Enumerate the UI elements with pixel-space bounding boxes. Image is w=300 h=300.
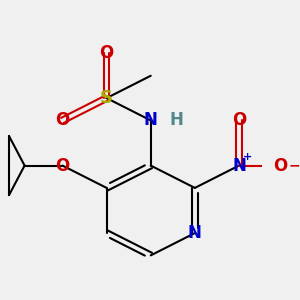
Text: N: N [232, 157, 246, 175]
Text: O: O [273, 157, 288, 175]
Text: +: + [243, 152, 252, 162]
Text: O: O [56, 111, 70, 129]
Text: N: N [144, 111, 158, 129]
Text: O: O [56, 157, 70, 175]
Text: −: − [288, 159, 300, 172]
Text: O: O [232, 111, 246, 129]
Text: N: N [188, 224, 202, 242]
Text: S: S [100, 89, 113, 107]
Text: H: H [170, 111, 184, 129]
Text: O: O [100, 44, 114, 62]
